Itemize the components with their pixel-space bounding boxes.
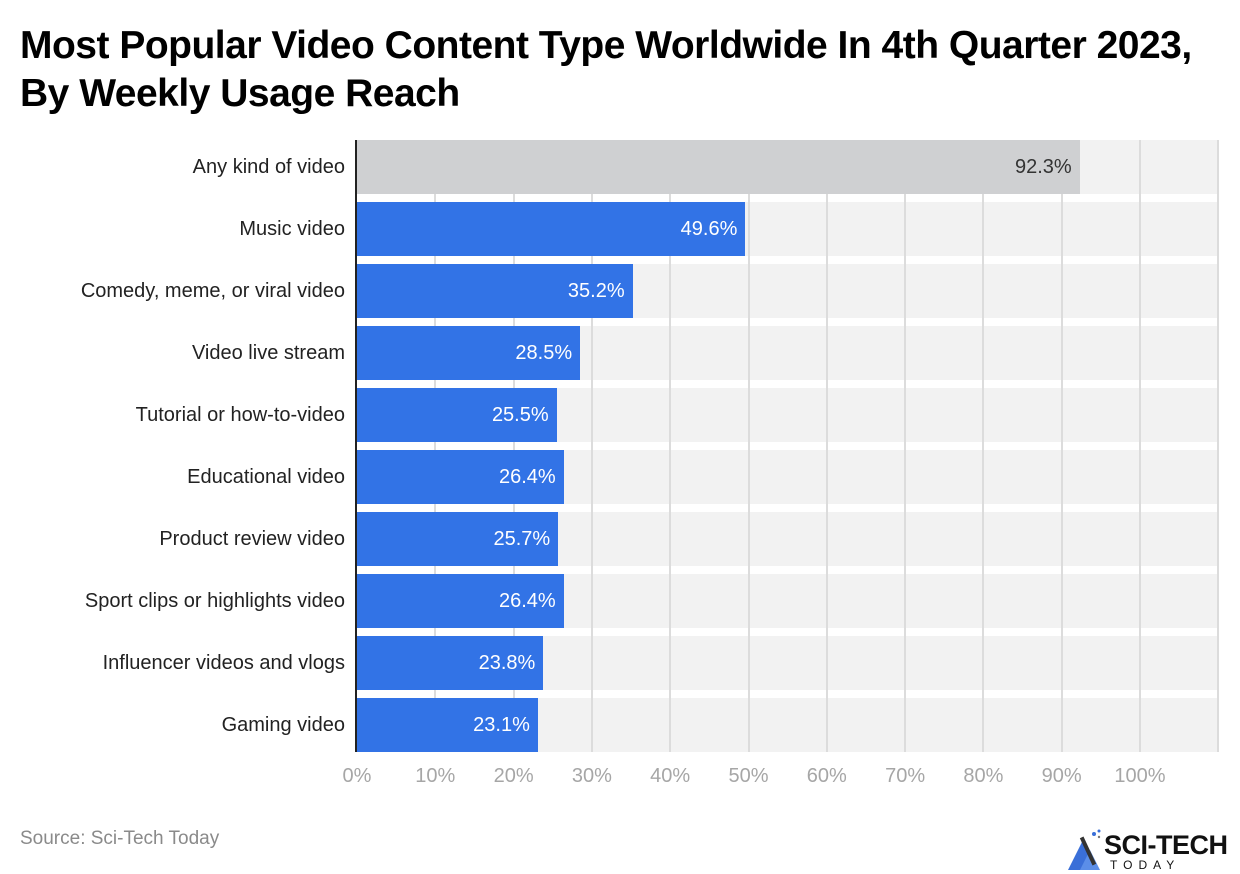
logo-sub-text: TODAY (1110, 858, 1181, 872)
gridline (1217, 140, 1220, 752)
bar-value-label: 26.4% (498, 466, 556, 488)
x-tick-label: 0% (342, 765, 372, 787)
bar: 26.4% (357, 450, 564, 504)
bar: 35.2% (357, 264, 633, 318)
bar-value-label: 92.3% (1014, 156, 1072, 178)
x-tick-label: 50% (728, 765, 769, 787)
bar: 28.5% (357, 326, 581, 380)
gridline (512, 140, 515, 752)
x-tick-label: 20% (493, 765, 534, 787)
category-label: Product review video (159, 528, 345, 550)
bar: 26.4% (357, 574, 564, 628)
bar-value-label: 49.6% (680, 218, 738, 240)
gridline (825, 140, 828, 752)
category-label: Music video (239, 218, 345, 240)
bar: 25.7% (357, 512, 559, 566)
chart-title: Most Popular Video Content Type Worldwid… (20, 24, 1192, 115)
category-label: Comedy, meme, or viral video (80, 280, 345, 302)
x-tick-label: 100% (1114, 765, 1166, 787)
x-tick-label: 70% (885, 765, 926, 787)
plot-area: 92.3% 49.6% 35.2% 28.5% 25.5% 26.4% 25.7% 26.4%… (357, 140, 1220, 752)
bar-value-label: 28.5% (515, 342, 573, 364)
bar-value-label: 26.4% (498, 590, 556, 612)
bar-value-label: 23.8% (478, 652, 536, 674)
logo-brand-text: SCI-TECH (1104, 830, 1228, 860)
gridline (1139, 140, 1141, 752)
x-tick-label: 30% (571, 765, 612, 787)
source-note: Source: Sci-Tech Today (20, 828, 220, 849)
bar: 25.5% (357, 388, 557, 442)
x-tick-label: 60% (806, 765, 847, 787)
bar-value-label: 23.1% (473, 714, 530, 736)
x-tick-label: 10% (415, 765, 456, 787)
bar-value-label: 35.2% (567, 280, 625, 302)
bar: 92.3% (357, 140, 1080, 194)
gridline (904, 140, 907, 752)
category-label: Any kind of video (192, 156, 345, 178)
category-label: Video live stream (191, 342, 345, 364)
bar: 49.6% (357, 202, 746, 256)
category-label: Tutorial or how-to-video (135, 404, 345, 426)
bar-value-label: 25.5% (491, 404, 549, 426)
bar: 23.8% (357, 636, 544, 690)
bar-value-label: 25.7% (493, 528, 551, 550)
category-label: Educational video (187, 466, 345, 488)
category-label: Influencer videos and vlogs (102, 652, 345, 674)
gridline (982, 140, 985, 752)
logo-mark-icon (1068, 829, 1101, 870)
gridline (669, 140, 672, 752)
bar: 23.1% (357, 698, 538, 752)
category-label: Sport clips or highlights video (84, 590, 345, 612)
y-axis-line (355, 140, 357, 752)
x-tick-label: 90% (1041, 765, 1082, 787)
gridline (590, 140, 593, 752)
x-tick-label: 40% (650, 765, 691, 787)
category-label: Gaming video (221, 714, 345, 736)
gridline (747, 140, 750, 752)
sci-tech-today-logo: SCI-TECH TODAY (1066, 828, 1236, 872)
gridline (434, 140, 437, 752)
x-tick-label: 80% (963, 765, 1004, 787)
gridline (1060, 140, 1063, 752)
